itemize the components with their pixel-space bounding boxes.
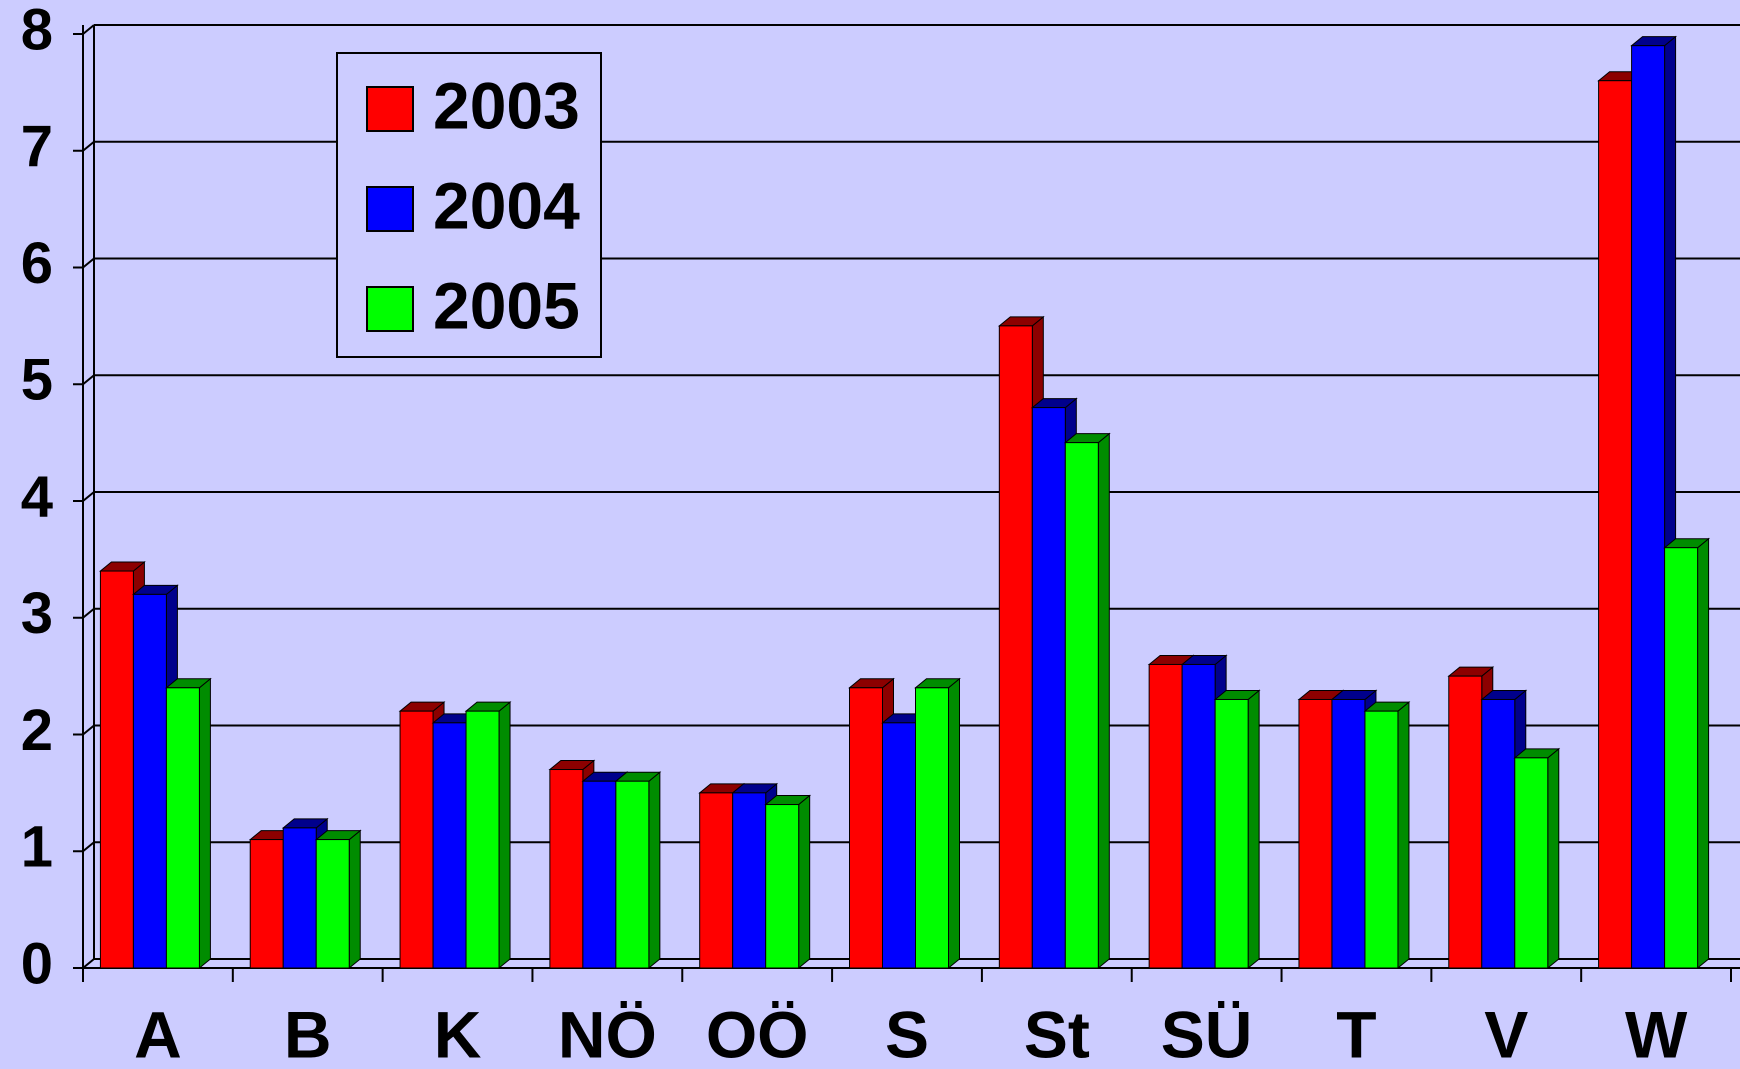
x-tick-label: SÜ: [1161, 997, 1253, 1069]
bar: [915, 687, 949, 969]
bar: [99, 570, 134, 969]
bar: [1064, 442, 1099, 969]
bar: [1631, 45, 1666, 969]
bar: [399, 710, 434, 969]
bar: [1031, 407, 1066, 969]
grid-line: [82, 841, 95, 853]
bar: [882, 722, 916, 969]
bar: [249, 839, 284, 969]
legend-label: 2005: [433, 268, 580, 342]
x-tick-label: B: [284, 997, 332, 1069]
bar: [1598, 80, 1633, 969]
bar: [315, 839, 350, 969]
bar: [1298, 698, 1333, 969]
x-tick-label: S: [885, 997, 929, 1069]
bar: [1448, 675, 1483, 969]
y-tick-label: 7: [21, 114, 53, 179]
bar: [1664, 547, 1699, 969]
bar-side: [1547, 747, 1560, 970]
grid-line: [82, 374, 95, 386]
grid-line: [82, 24, 95, 35]
y-tick-label: 6: [21, 231, 53, 296]
bar: [615, 780, 650, 969]
bar: [1331, 698, 1366, 969]
bar-side: [798, 794, 811, 970]
y-tick-label: 0: [21, 931, 53, 996]
legend-swatch: [366, 286, 414, 332]
legend-swatch: [366, 86, 414, 132]
x-tick-label: V: [1484, 997, 1528, 1069]
bar: [549, 769, 584, 969]
x-tick-label: A: [134, 997, 182, 1069]
bar: [765, 804, 800, 969]
grid-line: [82, 257, 95, 269]
grid-line: [82, 607, 95, 619]
y-tick-label: 5: [21, 348, 53, 413]
bar-side: [1397, 701, 1410, 970]
bar: [1214, 698, 1249, 969]
legend-swatch: [366, 186, 414, 232]
grid-line: [82, 140, 95, 152]
bar: [1364, 710, 1399, 969]
bar: [165, 687, 200, 969]
bar: [432, 722, 467, 969]
bar: [582, 780, 617, 969]
y-tick-label: 8: [21, 0, 53, 62]
bar-side: [1097, 432, 1110, 970]
bar-side: [498, 701, 511, 970]
x-tick-label: W: [1625, 997, 1688, 1069]
bar: [998, 325, 1033, 969]
grid-line: [82, 724, 95, 736]
bar-side: [198, 677, 211, 970]
bar-side: [948, 677, 960, 970]
bar: [465, 710, 500, 969]
bar: [1148, 663, 1183, 969]
grid-line: [82, 491, 95, 502]
grid-line: [82, 958, 95, 969]
x-tick-label: T: [1336, 997, 1376, 1069]
bar-side: [1697, 537, 1710, 970]
x-tick-label: K: [434, 997, 482, 1069]
bar: [1481, 698, 1516, 969]
y-tick-label: 4: [21, 464, 53, 529]
x-tick-label: OÖ: [706, 997, 809, 1069]
bar-side: [1247, 689, 1260, 970]
bar: [732, 792, 767, 969]
bar: [282, 827, 317, 969]
bar: [699, 792, 734, 969]
y-tick-label: 3: [21, 581, 53, 646]
bar-side: [348, 829, 361, 970]
y-tick-label: 2: [21, 698, 53, 763]
legend-label: 2004: [433, 168, 580, 242]
legend-label: 2003: [433, 68, 580, 142]
bar: [1181, 663, 1216, 969]
bar-side: [648, 771, 661, 970]
bar: [132, 593, 167, 969]
x-tick-label: NÖ: [558, 997, 657, 1069]
bar: [849, 687, 883, 969]
x-tick-label: St: [1024, 997, 1090, 1069]
y-tick-label: 1: [21, 815, 53, 880]
bar: [1514, 757, 1549, 969]
